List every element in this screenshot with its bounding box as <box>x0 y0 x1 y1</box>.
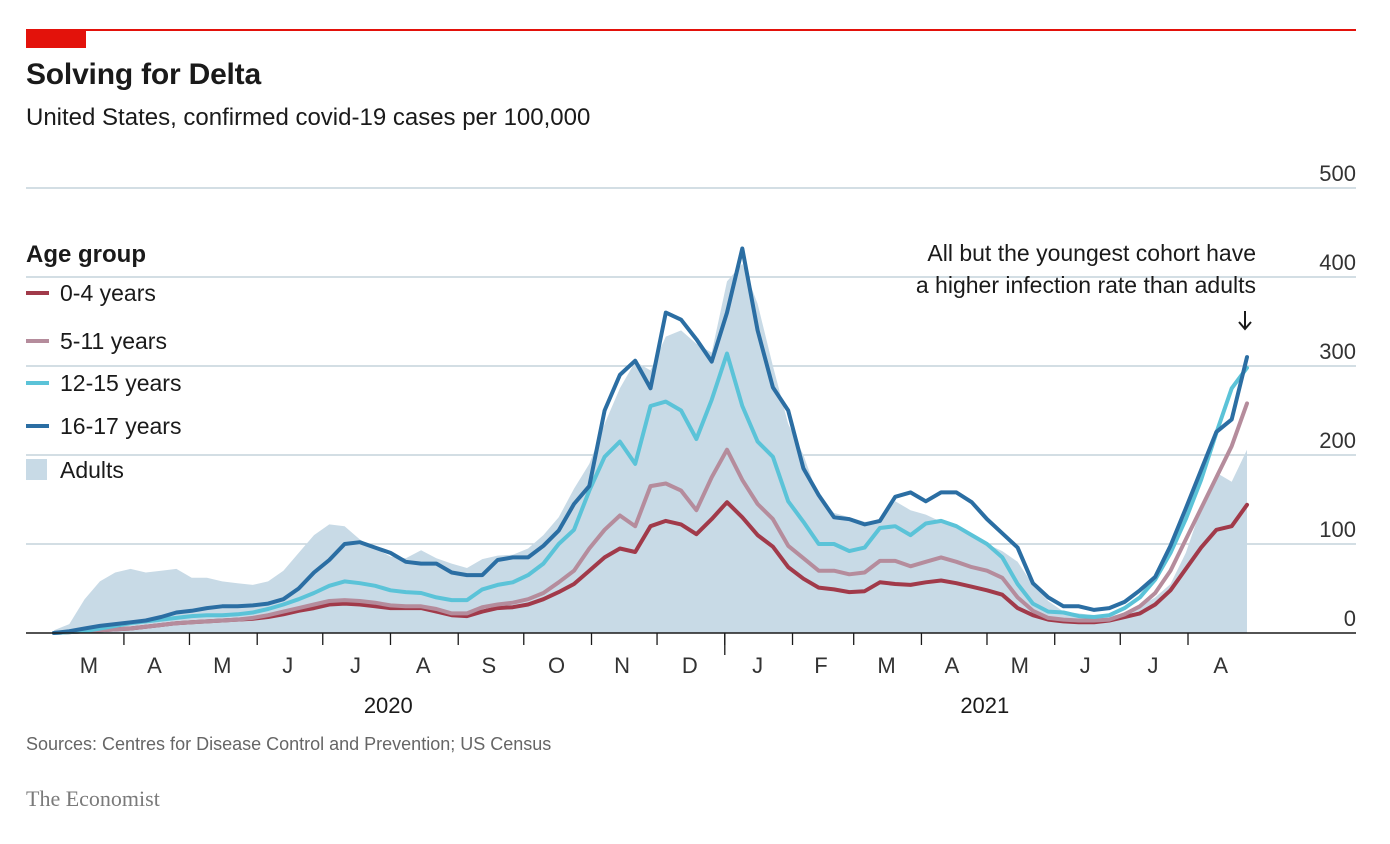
x-month-label: D <box>682 653 698 678</box>
x-month-label: J <box>282 653 293 678</box>
x-month-label: J <box>752 653 763 678</box>
x-month-label: M <box>213 653 231 678</box>
x-month-label: S <box>481 653 496 678</box>
x-month-label: M <box>80 653 98 678</box>
x-month-label: A <box>147 653 162 678</box>
x-month-label: M <box>877 653 895 678</box>
legend-title: Age group <box>26 241 146 268</box>
x-month-label: J <box>1080 653 1091 678</box>
legend-label-0-4-years: 0-4 years <box>60 280 156 306</box>
x-month-label: O <box>548 653 565 678</box>
y-tick-label: 100 <box>1319 517 1356 542</box>
x-month-label: A <box>1213 653 1228 678</box>
annotation-text: All but the youngest cohort have <box>927 240 1256 266</box>
x-year-label: 2020 <box>364 693 413 718</box>
source-note: Sources: Centres for Disease Control and… <box>26 734 552 754</box>
annotation-text: a higher infection rate than adults <box>916 272 1256 298</box>
legend: Age group 0-4 years 5-11 years 12-15 years 1… <box>26 241 181 483</box>
chart-subtitle: United States, confirmed covid-19 cases … <box>26 104 591 131</box>
legend-label-12-15-years: 12-15 years <box>60 370 181 396</box>
legend-label-16-17-years: 16-17 years <box>60 413 181 439</box>
y-tick-label: 0 <box>1344 606 1356 631</box>
x-month-label: J <box>350 653 361 678</box>
series-line-16-17-years <box>52 246 1249 635</box>
x-month-label: J <box>1148 653 1159 678</box>
x-month-label: N <box>614 653 630 678</box>
annotation: All but the youngest cohort have a higher… <box>916 240 1256 331</box>
annotation-arrow-head <box>1238 321 1252 331</box>
adults-area <box>54 263 1247 633</box>
y-tick-label: 200 <box>1319 428 1356 453</box>
y-tick-label: 500 <box>1319 161 1356 186</box>
y-tick-label: 300 <box>1319 339 1356 364</box>
series-line-5-11-years <box>52 401 1249 635</box>
x-month-label: A <box>945 653 960 678</box>
legend-label-adults: Adults <box>60 457 124 483</box>
brand-wordmark: The Economist <box>26 786 160 811</box>
y-tick-label: 400 <box>1319 250 1356 275</box>
x-year-label: 2021 <box>960 693 1009 718</box>
brand-red-tag <box>26 29 86 48</box>
legend-label-5-11-years: 5-11 years <box>60 328 167 354</box>
series-line-12-15-years <box>52 351 1249 635</box>
x-month-label: A <box>416 653 431 678</box>
legend-swatch-adults <box>26 459 47 480</box>
chart-title: Solving for Delta <box>26 58 261 91</box>
x-month-label: M <box>1011 653 1029 678</box>
x-month-label: F <box>814 653 827 678</box>
top-rule <box>26 29 1356 31</box>
